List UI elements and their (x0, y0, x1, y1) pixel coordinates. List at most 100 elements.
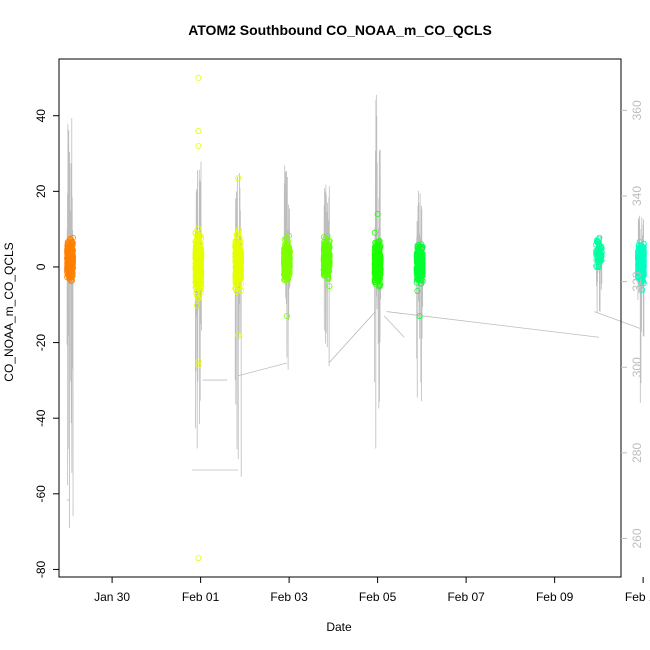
data-point (416, 247, 423, 254)
axes: Jan 30 Feb 01 Feb 03 Feb 05 Feb 07 Feb 09 Feb … (34, 100, 650, 604)
data-point (325, 274, 332, 281)
data-point (233, 238, 240, 245)
data-point (372, 274, 379, 281)
data-point (284, 262, 291, 269)
outlier-point (235, 332, 242, 339)
data-point (281, 251, 288, 258)
data-point (196, 283, 203, 290)
data-point (372, 239, 379, 246)
data-point (415, 263, 422, 270)
data-point (286, 232, 293, 239)
x-tick-label: Feb 05 (359, 590, 397, 604)
scatter-points (64, 74, 647, 562)
cluster-5 (371, 211, 384, 290)
data-point (195, 294, 202, 301)
data-point (235, 265, 242, 272)
data-point (237, 242, 244, 249)
outlier-point (235, 175, 242, 182)
data-point (640, 280, 647, 287)
data-point (375, 259, 382, 266)
data-point (236, 276, 243, 283)
data-point (595, 236, 602, 243)
data-point (196, 254, 203, 261)
outlier-point (195, 142, 202, 149)
x-tick-label: Feb 09 (536, 590, 574, 604)
y2-tick-label: 260 (630, 528, 644, 548)
data-point (415, 244, 422, 251)
data-point (417, 273, 424, 280)
data-point (416, 257, 423, 264)
outlier-point (374, 211, 381, 218)
cluster-6 (413, 241, 426, 320)
data-point (233, 281, 240, 288)
y2-tick-label: 360 (630, 100, 644, 120)
data-point (68, 239, 75, 246)
data-point (194, 235, 201, 242)
data-point (68, 259, 75, 266)
data-point (414, 253, 421, 260)
data-point (68, 242, 75, 249)
x-tick-label: Jan 30 (94, 590, 130, 604)
cluster-4 (320, 232, 333, 290)
data-point (237, 275, 244, 282)
data-point (320, 254, 327, 261)
data-point (192, 243, 199, 250)
y2-tick-label: 280 (630, 443, 644, 463)
data-point (69, 277, 76, 284)
y-axis-label: CO_NOAA_m_CO_QCLS (2, 242, 16, 381)
cluster-2 (232, 175, 245, 339)
data-point (323, 244, 330, 251)
data-point (636, 246, 643, 253)
data-point (372, 254, 379, 261)
data-point (594, 239, 601, 246)
data-point (376, 238, 383, 245)
outlier-point (195, 74, 202, 81)
data-point (418, 241, 425, 248)
data-point (237, 262, 244, 269)
data-point (376, 274, 383, 281)
data-point (419, 243, 426, 250)
right-axis-series (66, 94, 645, 529)
data-point (280, 271, 287, 278)
y-tick-label: -80 (34, 560, 48, 578)
data-point (375, 249, 382, 256)
data-point (284, 274, 291, 281)
data-point (237, 238, 244, 245)
x-tick-label: Feb 11 (625, 590, 650, 604)
x-tick-label: Feb 03 (270, 590, 308, 604)
x-axis-label: Date (326, 620, 352, 634)
data-point (639, 287, 646, 294)
data-point (236, 269, 243, 276)
data-point (198, 255, 205, 262)
data-point (238, 272, 245, 279)
data-point (235, 230, 242, 237)
outlier-point (416, 313, 423, 320)
data-point (192, 229, 199, 236)
data-point (418, 280, 425, 287)
data-point (192, 261, 199, 268)
cluster-3 (280, 232, 293, 320)
data-point (376, 282, 383, 289)
data-point (197, 289, 204, 296)
data-point (597, 246, 604, 253)
right-series-connectors (66, 311, 642, 501)
data-point (375, 239, 382, 246)
data-point (418, 269, 425, 276)
y-tick-label: 20 (34, 184, 48, 198)
plot-frame (58, 58, 622, 578)
data-point (326, 260, 333, 267)
data-point (194, 265, 201, 272)
right-series-flight-6 (416, 190, 424, 402)
data-point (196, 234, 203, 241)
outlier-point (195, 127, 202, 134)
data-point (66, 269, 73, 276)
cluster-1 (192, 74, 205, 562)
right-series-flight-0 (66, 118, 74, 529)
data-point (415, 266, 422, 273)
y-tick-label: 0 (34, 263, 48, 270)
cluster-0 (64, 234, 77, 285)
x-tick-label: Feb 01 (182, 590, 220, 604)
data-point (324, 232, 331, 239)
data-point (235, 257, 242, 264)
